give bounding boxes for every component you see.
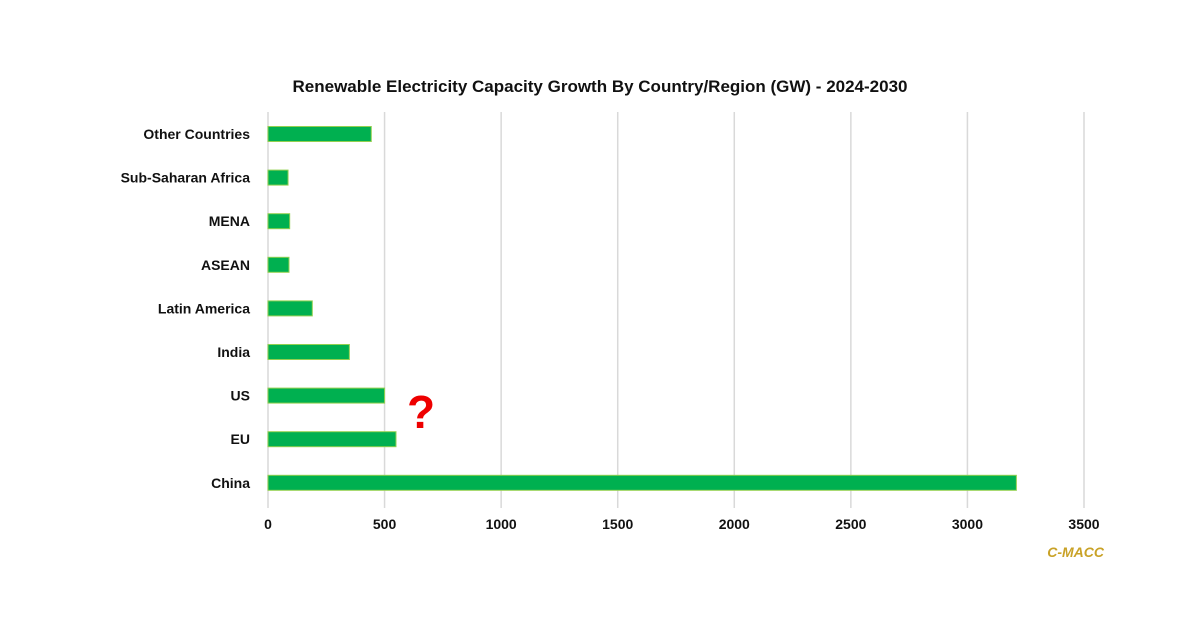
chart-title: Renewable Electricity Capacity Growth By…: [293, 77, 908, 96]
bar-latin-america: [267, 300, 313, 317]
source-label: C-MACC: [1047, 544, 1105, 560]
x-tick-label: 2000: [719, 516, 750, 532]
bar-eu: [267, 431, 397, 448]
category-label: Sub-Saharan Africa: [121, 170, 251, 186]
category-label: Latin America: [158, 300, 250, 316]
x-tick-label: 2500: [835, 516, 866, 532]
question-mark-annotation: ?: [407, 386, 435, 438]
bar-us: [267, 387, 386, 404]
bar-other-countries: [267, 126, 372, 142]
bar-china: [267, 474, 1017, 491]
x-tick-label: 1500: [602, 516, 633, 532]
category-label: ASEAN: [201, 257, 250, 273]
x-tick-label: 3000: [952, 516, 983, 532]
category-label: China: [211, 475, 250, 491]
category-label: MENA: [209, 213, 250, 229]
x-tick-label: 1000: [486, 516, 517, 532]
bar-asean: [267, 256, 290, 273]
bar-mena: [267, 213, 291, 230]
x-tick-label: 0: [264, 516, 272, 532]
category-label: US: [231, 388, 250, 404]
category-label: India: [217, 344, 250, 360]
x-tick-label: 3500: [1068, 516, 1099, 532]
x-tick-label: 500: [373, 516, 397, 532]
category-label: Other Countries: [143, 126, 250, 142]
bar-sub-saharan-africa: [267, 169, 289, 186]
bar-india: [267, 344, 350, 360]
category-label: EU: [231, 431, 250, 447]
